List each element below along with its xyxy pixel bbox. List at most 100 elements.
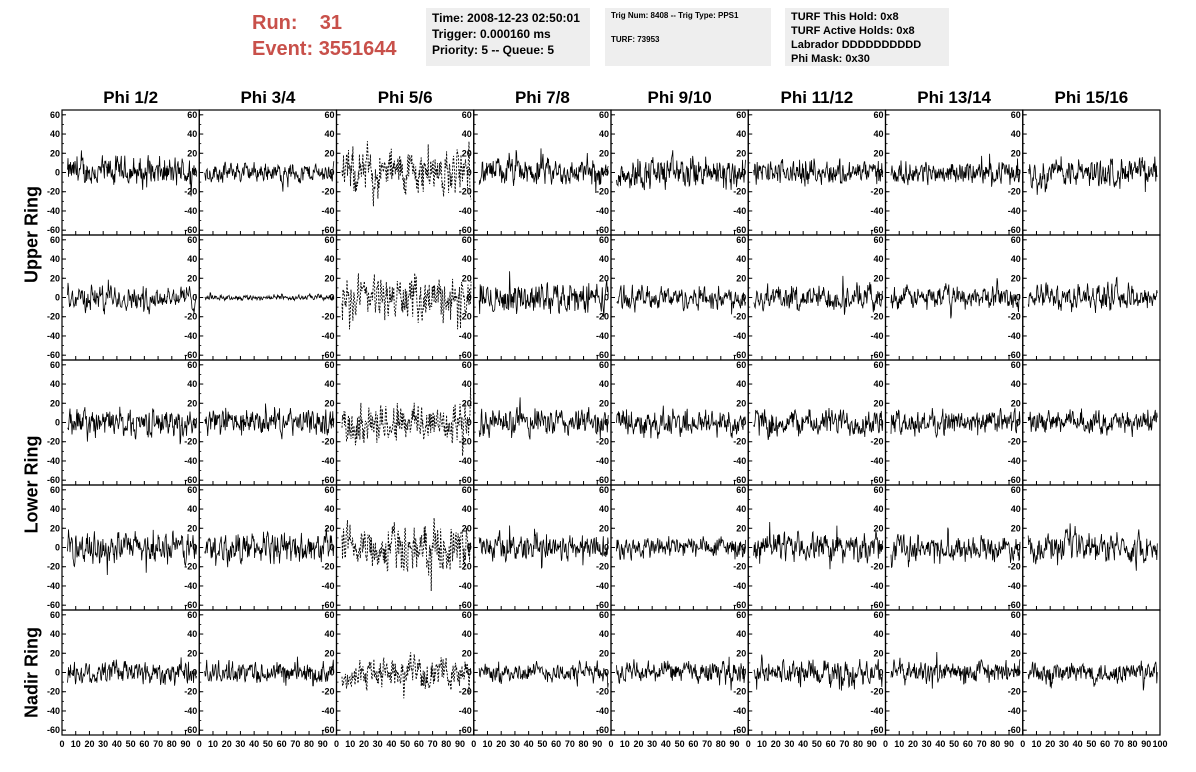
y-tick-label: 0 — [604, 668, 609, 678]
y-tick-label: 40 — [462, 129, 472, 139]
y-tick-label: -40 — [733, 456, 746, 466]
y-tick-label: 0 — [55, 293, 60, 303]
x-tick-label: 90 — [1004, 739, 1014, 749]
y-tick-label: -40 — [184, 706, 197, 716]
y-tick-label: 0 — [55, 168, 60, 178]
waveform-trace — [616, 536, 746, 561]
y-tick-label: 40 — [50, 629, 60, 639]
x-tick-label: 10 — [894, 739, 904, 749]
x-tick-label: 90 — [181, 739, 191, 749]
y-tick-label: 20 — [324, 523, 334, 533]
y-tick-label: 40 — [50, 504, 60, 514]
x-tick-label: 60 — [414, 739, 424, 749]
y-tick-label: -40 — [1008, 706, 1021, 716]
y-tick-label: 60 — [324, 235, 334, 245]
waveform-trace — [478, 148, 609, 194]
y-tick-label: -60 — [321, 725, 334, 735]
x-tick-label: 10 — [208, 739, 218, 749]
y-tick-label: 0 — [878, 668, 883, 678]
y-tick-label: -40 — [733, 331, 746, 341]
y-tick-label: -60 — [870, 600, 883, 610]
y-tick-label: 40 — [324, 254, 334, 264]
y-tick-label: 60 — [462, 110, 472, 120]
y-tick-label: -20 — [321, 437, 334, 447]
y-tick-label: 40 — [599, 629, 609, 639]
y-tick-label: 60 — [1011, 110, 1021, 120]
waveform-panel: -60 -40 -20 0 20 40 60 — [321, 484, 475, 611]
x-tick-label: 20 — [359, 739, 369, 749]
waveform-trace — [753, 275, 884, 315]
x-tick-label: 10 — [1031, 739, 1041, 749]
waveform-trace — [478, 525, 609, 569]
waveform-trace — [67, 657, 197, 686]
y-tick-label: 0 — [467, 293, 472, 303]
x-tick-label: 30 — [373, 739, 383, 749]
x-tick-label: 50 — [812, 739, 822, 749]
y-tick-label: -20 — [596, 562, 609, 572]
y-tick-label: 0 — [329, 293, 334, 303]
turf-hold-line: TURF This Hold: 0x8 — [791, 11, 899, 23]
y-tick-label: -20 — [47, 437, 60, 447]
waveform-panel: -60 -40 -20 0 20 40 60 — [184, 609, 338, 736]
y-tick-label: 20 — [1011, 148, 1021, 158]
y-tick-label: -60 — [1008, 225, 1021, 235]
x-tick-label: 40 — [524, 739, 534, 749]
y-tick-label: 60 — [462, 235, 472, 245]
waveform-panel: -60 -40 -20 0 20 40 60 — [733, 359, 887, 486]
y-tick-label: -40 — [184, 206, 197, 216]
y-tick-label: -40 — [47, 206, 60, 216]
y-tick-label: 0 — [1016, 168, 1021, 178]
x-tick-label: 90 — [867, 739, 877, 749]
waveform-panel: -60 -40 -20 0 20 40 60 — [459, 109, 612, 236]
x-tick-label: 20 — [771, 739, 781, 749]
waveform-panel: -60 -40 -20 0 20 40 60 — [870, 609, 1024, 736]
y-tick-label: 60 — [50, 610, 60, 620]
y-tick-label: 40 — [187, 504, 197, 514]
waveform-panel: -60 -40 -20 0 20 40 60 — [184, 234, 338, 361]
x-tick-label: 70 — [977, 739, 987, 749]
y-tick-label: 40 — [187, 129, 197, 139]
y-tick-label: -40 — [184, 581, 197, 591]
y-tick-label: -60 — [733, 600, 746, 610]
y-tick-label: -20 — [321, 187, 334, 197]
waveform-trace — [478, 659, 609, 688]
x-tick-label: 60 — [139, 739, 149, 749]
y-tick-label: -60 — [184, 475, 197, 485]
x-tick-label: 20 — [496, 739, 506, 749]
y-tick-label: -20 — [596, 312, 609, 322]
event-value: 3551644 — [318, 38, 397, 60]
y-tick-label: -40 — [870, 706, 883, 716]
y-tick-label: 40 — [187, 254, 197, 264]
y-tick-label: -20 — [321, 312, 334, 322]
y-tick-label: 40 — [736, 379, 746, 389]
waveform-trace — [890, 153, 1021, 187]
y-tick-label: 0 — [878, 543, 883, 553]
y-tick-label: 40 — [50, 254, 60, 264]
trig-num-line: Trig Num: 8408 -- Trig Type: PPS1 — [611, 11, 739, 20]
y-tick-label: -20 — [1008, 562, 1021, 572]
x-tick-label: 40 — [249, 739, 259, 749]
y-tick-label: 20 — [462, 148, 472, 158]
x-tick-label: 10 — [620, 739, 630, 749]
priority-line: Priority: 5 -- Queue: 5 — [432, 43, 555, 57]
y-tick-label: 40 — [1011, 504, 1021, 514]
x-tick-label: 50 — [263, 739, 273, 749]
x-tick-label: 10 — [71, 739, 81, 749]
y-tick-label: 40 — [873, 129, 883, 139]
y-tick-label: 60 — [599, 360, 609, 370]
x-tick-label: 80 — [990, 739, 1000, 749]
y-tick-label: 40 — [873, 504, 883, 514]
y-tick-label: -20 — [47, 187, 60, 197]
y-tick-label: 0 — [55, 418, 60, 428]
waveform-panel: -60 -40 -20 0 20 40 60 — [47, 609, 200, 736]
x-tick-label: 60 — [963, 739, 973, 749]
turf-active-line: TURF Active Holds: 0x8 — [791, 25, 915, 37]
y-tick-label: 0 — [741, 668, 746, 678]
y-tick-label: 40 — [50, 129, 60, 139]
turf-line: TURF: 73953 — [611, 35, 660, 44]
y-tick-label: 60 — [1011, 235, 1021, 245]
y-tick-label: 40 — [736, 504, 746, 514]
y-tick-label: 60 — [462, 360, 472, 370]
waveform-panel: -60 -40 -20 0 20 40 60 — [459, 484, 612, 611]
y-tick-label: 60 — [736, 485, 746, 495]
